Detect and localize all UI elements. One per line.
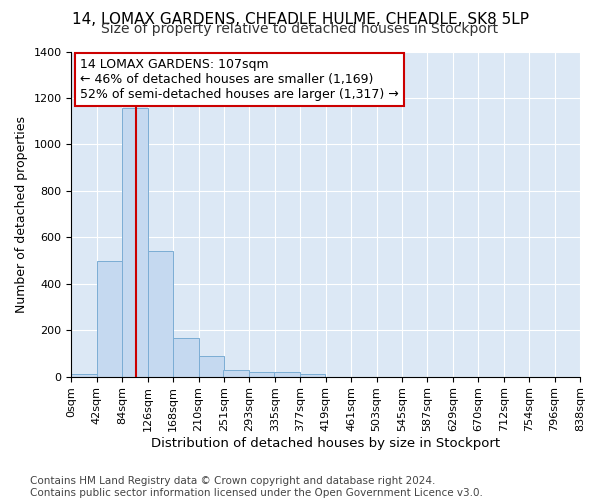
Text: 14 LOMAX GARDENS: 107sqm
← 46% of detached houses are smaller (1,169)
52% of sem: 14 LOMAX GARDENS: 107sqm ← 46% of detach…: [80, 58, 399, 102]
Bar: [223, 370, 249, 376]
X-axis label: Distribution of detached houses by size in Stockport: Distribution of detached houses by size …: [151, 437, 500, 450]
Y-axis label: Number of detached properties: Number of detached properties: [15, 116, 28, 312]
Text: Size of property relative to detached houses in Stockport: Size of property relative to detached ho…: [101, 22, 499, 36]
Bar: [299, 374, 325, 376]
Bar: [71, 374, 97, 376]
Bar: [122, 108, 148, 376]
Bar: [274, 372, 299, 376]
Text: Contains HM Land Registry data © Crown copyright and database right 2024.
Contai: Contains HM Land Registry data © Crown c…: [30, 476, 483, 498]
Bar: [97, 260, 122, 376]
Bar: [148, 252, 173, 376]
Bar: [199, 356, 224, 376]
Bar: [249, 372, 274, 376]
Bar: [173, 338, 199, 376]
Text: 14, LOMAX GARDENS, CHEADLE HULME, CHEADLE, SK8 5LP: 14, LOMAX GARDENS, CHEADLE HULME, CHEADL…: [71, 12, 529, 28]
